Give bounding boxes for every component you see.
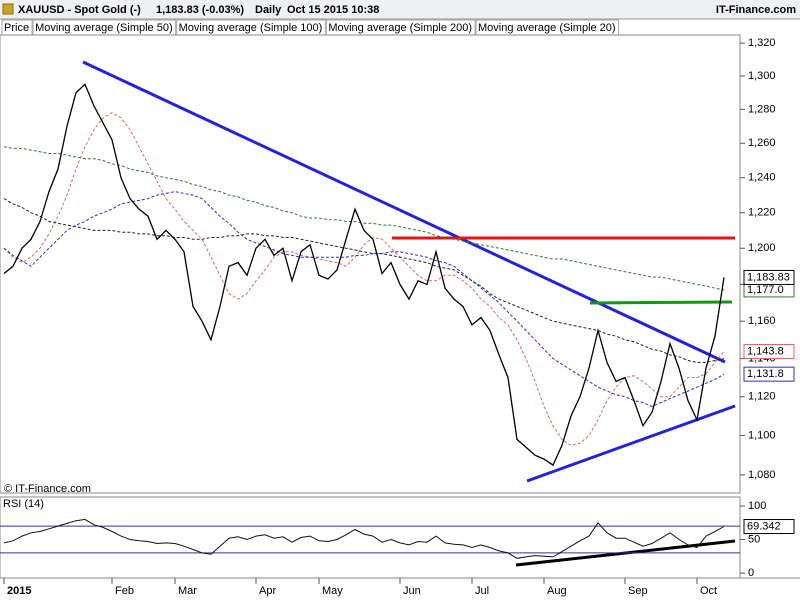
last-value-box	[743, 343, 795, 359]
support-line	[589, 300, 733, 305]
line	[3, 198, 725, 363]
quote: 1,183.83 (-0.03%)	[156, 4, 244, 16]
y-tick-label: 1,160	[748, 315, 776, 327]
y-tick-label: 0	[748, 567, 754, 579]
title-bar	[0, 0, 800, 19]
y-tick-label: 1,200	[748, 242, 776, 254]
line	[3, 518, 725, 559]
y-tick-label: 100	[748, 500, 766, 512]
brand: IT-Finance.com	[716, 4, 796, 16]
y-tick-label: 1,280	[748, 103, 776, 115]
y-tick-label: 1,320	[748, 37, 776, 49]
y-tick-label: 1,080	[748, 469, 776, 481]
line	[3, 191, 725, 407]
last-value-box	[743, 366, 795, 382]
x-tick-label: Mar	[178, 585, 197, 597]
watermark: © IT-Finance.com	[4, 483, 91, 495]
trendline	[82, 60, 726, 364]
timestamp: Oct 15 2015 10:38	[287, 4, 379, 16]
legend-label: Moving average (Simple 50)	[35, 22, 173, 34]
trendline	[526, 404, 736, 483]
line	[3, 112, 725, 446]
y-tick-label: 1,260	[748, 137, 776, 149]
last-value-box	[743, 269, 795, 285]
last-value-label: 69.342	[747, 520, 781, 532]
x-tick-label: Sep	[628, 585, 648, 597]
line	[3, 83, 725, 467]
last-value-label: 1,177.0	[747, 284, 784, 296]
legend-label: Moving average (Simple 200)	[328, 22, 472, 34]
rsi-panel	[0, 496, 741, 579]
last-value-box	[743, 519, 795, 535]
symbol-icon	[2, 3, 14, 15]
y-tick-label: 1,100	[748, 429, 776, 441]
period: Daily	[255, 4, 282, 16]
x-tick-label: Apr	[259, 585, 276, 597]
legend-label: Moving average (Simple 20)	[478, 22, 616, 34]
legend-label: Moving average (Simple 100)	[179, 22, 323, 34]
x-tick-label: Aug	[547, 585, 567, 597]
x-tick-label: Jul	[475, 585, 489, 597]
legend-label: Price	[4, 22, 29, 34]
y-tick-label: 1,300	[748, 70, 776, 82]
y-tick-label: 1,220	[748, 207, 776, 219]
x-tick-label: 2015	[7, 585, 31, 597]
y-tick-label: 50	[748, 533, 760, 545]
y-tick-label: 1,120	[748, 391, 776, 403]
x-tick-label: Oct	[700, 585, 717, 597]
legend: Price Moving average (Simple 50) Moving av…	[1, 19, 620, 36]
last-value-label: 1,131.8	[747, 368, 784, 380]
line	[3, 146, 725, 291]
x-tick-label: Jun	[403, 585, 421, 597]
symbol: XAUUSD - Spot Gold (-)	[18, 4, 141, 16]
last-value-label: 1,143.8	[747, 345, 784, 357]
last-value-label: 1,183.83	[747, 271, 790, 283]
price-panel	[0, 34, 741, 494]
panel-title: RSI (14)	[3, 498, 44, 510]
x-tick-label: May	[322, 585, 343, 597]
y-tick-label: 1,240	[748, 172, 776, 184]
x-tick-label: Feb	[115, 585, 134, 597]
